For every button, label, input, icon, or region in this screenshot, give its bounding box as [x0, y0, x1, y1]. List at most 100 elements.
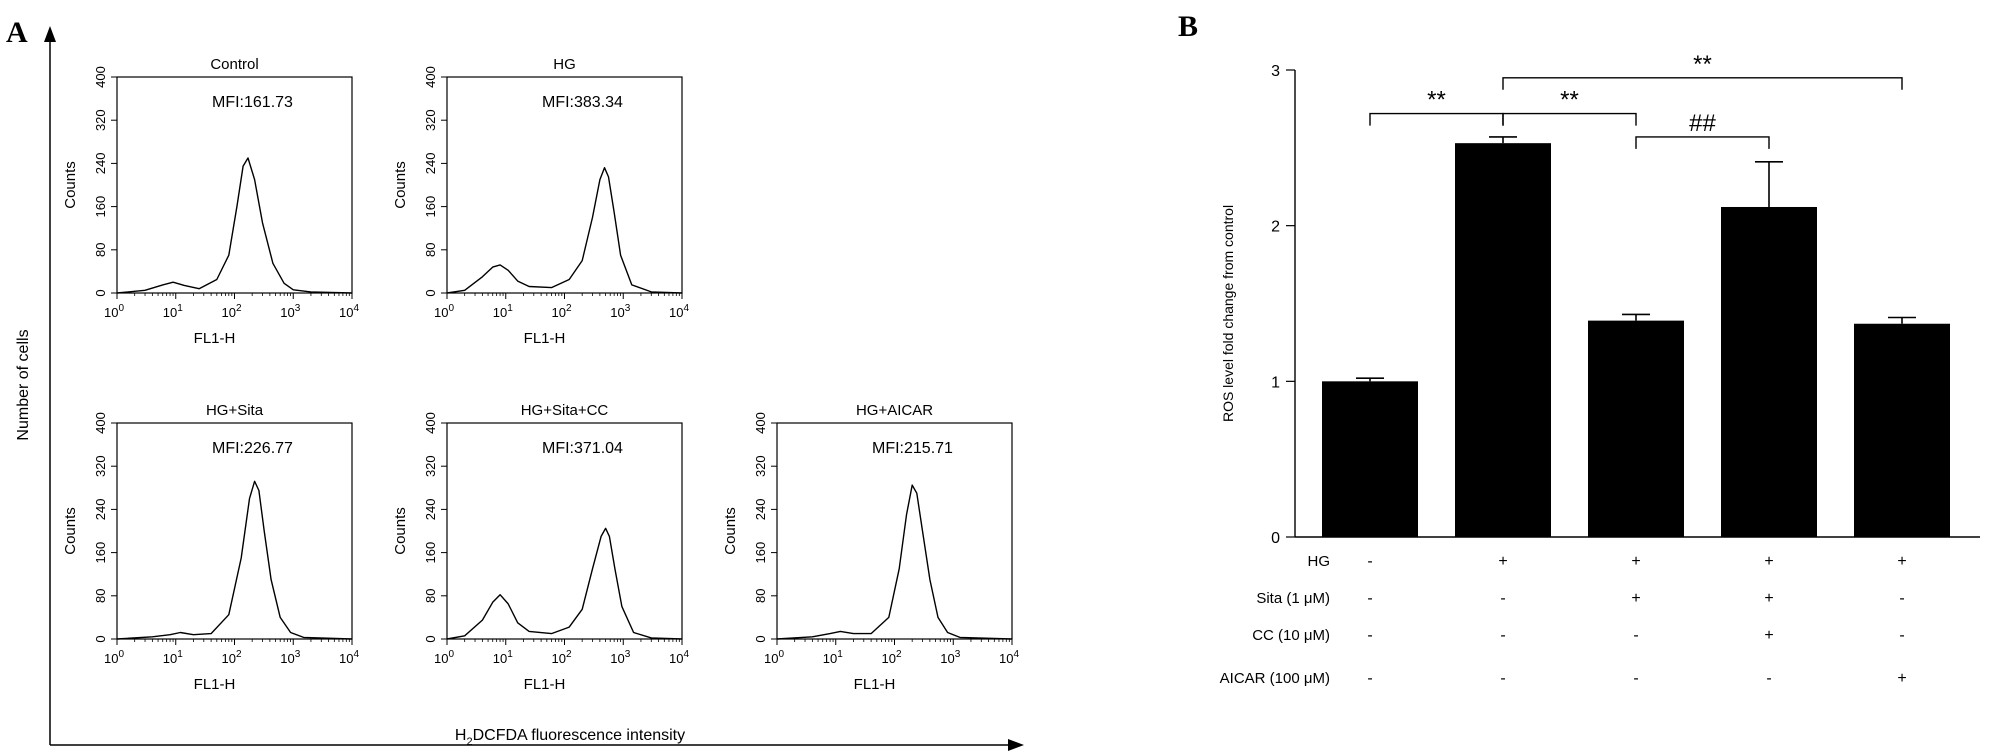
y-axis-label: Counts	[62, 507, 79, 555]
x-tick-label: 103	[280, 303, 300, 320]
x-tick-base: 10	[551, 651, 565, 666]
x-tick-label: 104	[669, 303, 689, 320]
condition-mark: -	[1367, 670, 1372, 687]
x-tick-label: 101	[163, 649, 183, 666]
x-tick-label: 103	[610, 303, 630, 320]
histogram-title: Control	[210, 56, 258, 73]
y-tick-label: 320	[423, 455, 438, 477]
significance-label: **	[1693, 51, 1712, 78]
x-tick-exponent: 2	[236, 303, 242, 314]
y-tick-label: 240	[93, 153, 108, 175]
y-tick-label: 240	[423, 153, 438, 175]
y-tick-label: 320	[753, 455, 768, 477]
x-tick-base: 10	[493, 651, 507, 666]
y-tick-label: 0	[1271, 530, 1280, 547]
x-tick-base: 10	[610, 651, 624, 666]
histogram-curve	[446, 527, 683, 640]
y-tick-label: 0	[93, 635, 108, 642]
condition-mark: -	[1367, 553, 1372, 570]
x-tick-label: 104	[999, 649, 1019, 666]
condition-mark: +	[1897, 553, 1906, 570]
x-tick-base: 10	[104, 651, 118, 666]
histogram-hg-aicar: HG+AICARMFI:215.71080160240320400Counts1…	[722, 402, 1019, 693]
x-tick-base: 10	[610, 305, 624, 320]
x-tick-exponent: 3	[625, 303, 631, 314]
panel-a-x-arrowhead	[1008, 739, 1024, 751]
x-tick-exponent: 3	[955, 649, 961, 660]
bar	[1322, 381, 1418, 537]
y-tick-label: 2	[1271, 219, 1280, 236]
x-tick-label: 100	[434, 649, 454, 666]
y-tick-label: 3	[1271, 63, 1280, 80]
x-tick-exponent: 2	[896, 649, 902, 660]
x-tick-label: 101	[493, 303, 513, 320]
condition-mark: +	[1631, 590, 1640, 607]
histogram-curve	[116, 480, 353, 640]
x-tick-base: 10	[339, 305, 353, 320]
y-tick-label: 400	[93, 66, 108, 88]
x-tick-label: 100	[104, 649, 124, 666]
y-tick-label: 240	[753, 499, 768, 521]
x-tick-exponent: 4	[353, 649, 359, 660]
x-tick-exponent: 2	[236, 649, 242, 660]
y-tick-label: 160	[93, 542, 108, 564]
y-tick-label: 80	[93, 589, 108, 603]
x-tick-label: 102	[881, 649, 901, 666]
y-tick-label: 320	[93, 455, 108, 477]
condition-mark: +	[1764, 590, 1773, 607]
mfi-annotation: MFI:215.71	[872, 440, 953, 457]
x-tick-exponent: 2	[566, 649, 572, 660]
histogram-curve	[116, 157, 353, 294]
x-tick-base: 10	[764, 651, 778, 666]
x-tick-label: 103	[940, 649, 960, 666]
condition-mark: +	[1764, 627, 1773, 644]
significance-label: **	[1427, 87, 1446, 114]
histogram-control: ControlMFI:161.73080160240320400Counts10…	[62, 56, 359, 347]
y-tick-label: 0	[423, 635, 438, 642]
bar-chart-ros: 0 1 2 3 ROS level fold change from control **…	[1220, 51, 1980, 687]
x-tick-label: 102	[551, 303, 571, 320]
x-tick-base: 10	[434, 305, 448, 320]
bar	[1455, 143, 1551, 537]
panel-a-y-label: Number of cells	[15, 329, 32, 440]
x-tick-exponent: 0	[448, 649, 454, 660]
x-tick-label: 103	[280, 649, 300, 666]
condition-label: HG	[1308, 553, 1331, 570]
y-tick-label: 160	[753, 542, 768, 564]
condition-mark: -	[1899, 590, 1904, 607]
panel-b-letter: B	[1178, 10, 1198, 43]
bar	[1588, 320, 1684, 537]
y-tick-label: 80	[753, 589, 768, 603]
panel-a-y-arrowhead	[44, 26, 56, 42]
x-tick-base: 10	[163, 305, 177, 320]
x-tick-base: 10	[823, 651, 837, 666]
y-tick-label: 240	[423, 499, 438, 521]
x-axis-label: FL1-H	[194, 330, 236, 347]
x-tick-exponent: 4	[1013, 649, 1019, 660]
significance-label: ##	[1689, 110, 1716, 137]
x-tick-base: 10	[280, 305, 294, 320]
x-tick-exponent: 1	[177, 649, 183, 660]
x-tick-exponent: 1	[507, 303, 513, 314]
x-tick-label: 101	[163, 303, 183, 320]
y-tick-label: 240	[93, 499, 108, 521]
condition-mark: +	[1498, 553, 1507, 570]
condition-mark: +	[1631, 553, 1640, 570]
x-tick-label: 102	[221, 303, 241, 320]
condition-label: Sita (1 μM)	[1256, 590, 1330, 607]
x-tick-label: 104	[339, 649, 359, 666]
y-tick-label: 80	[423, 589, 438, 603]
x-tick-base: 10	[221, 305, 235, 320]
y-tick-label: 1	[1271, 374, 1280, 391]
x-tick-label: 102	[221, 649, 241, 666]
x-tick-exponent: 0	[448, 303, 454, 314]
x-tick-base: 10	[104, 305, 118, 320]
y-tick-label: 320	[93, 109, 108, 131]
condition-mark: -	[1633, 670, 1638, 687]
y-tick-label: 80	[93, 243, 108, 257]
x-tick-label: 104	[339, 303, 359, 320]
histogram-curve	[446, 167, 683, 294]
x-tick-label: 100	[764, 649, 784, 666]
x-tick-exponent: 1	[837, 649, 843, 660]
x-tick-base: 10	[881, 651, 895, 666]
